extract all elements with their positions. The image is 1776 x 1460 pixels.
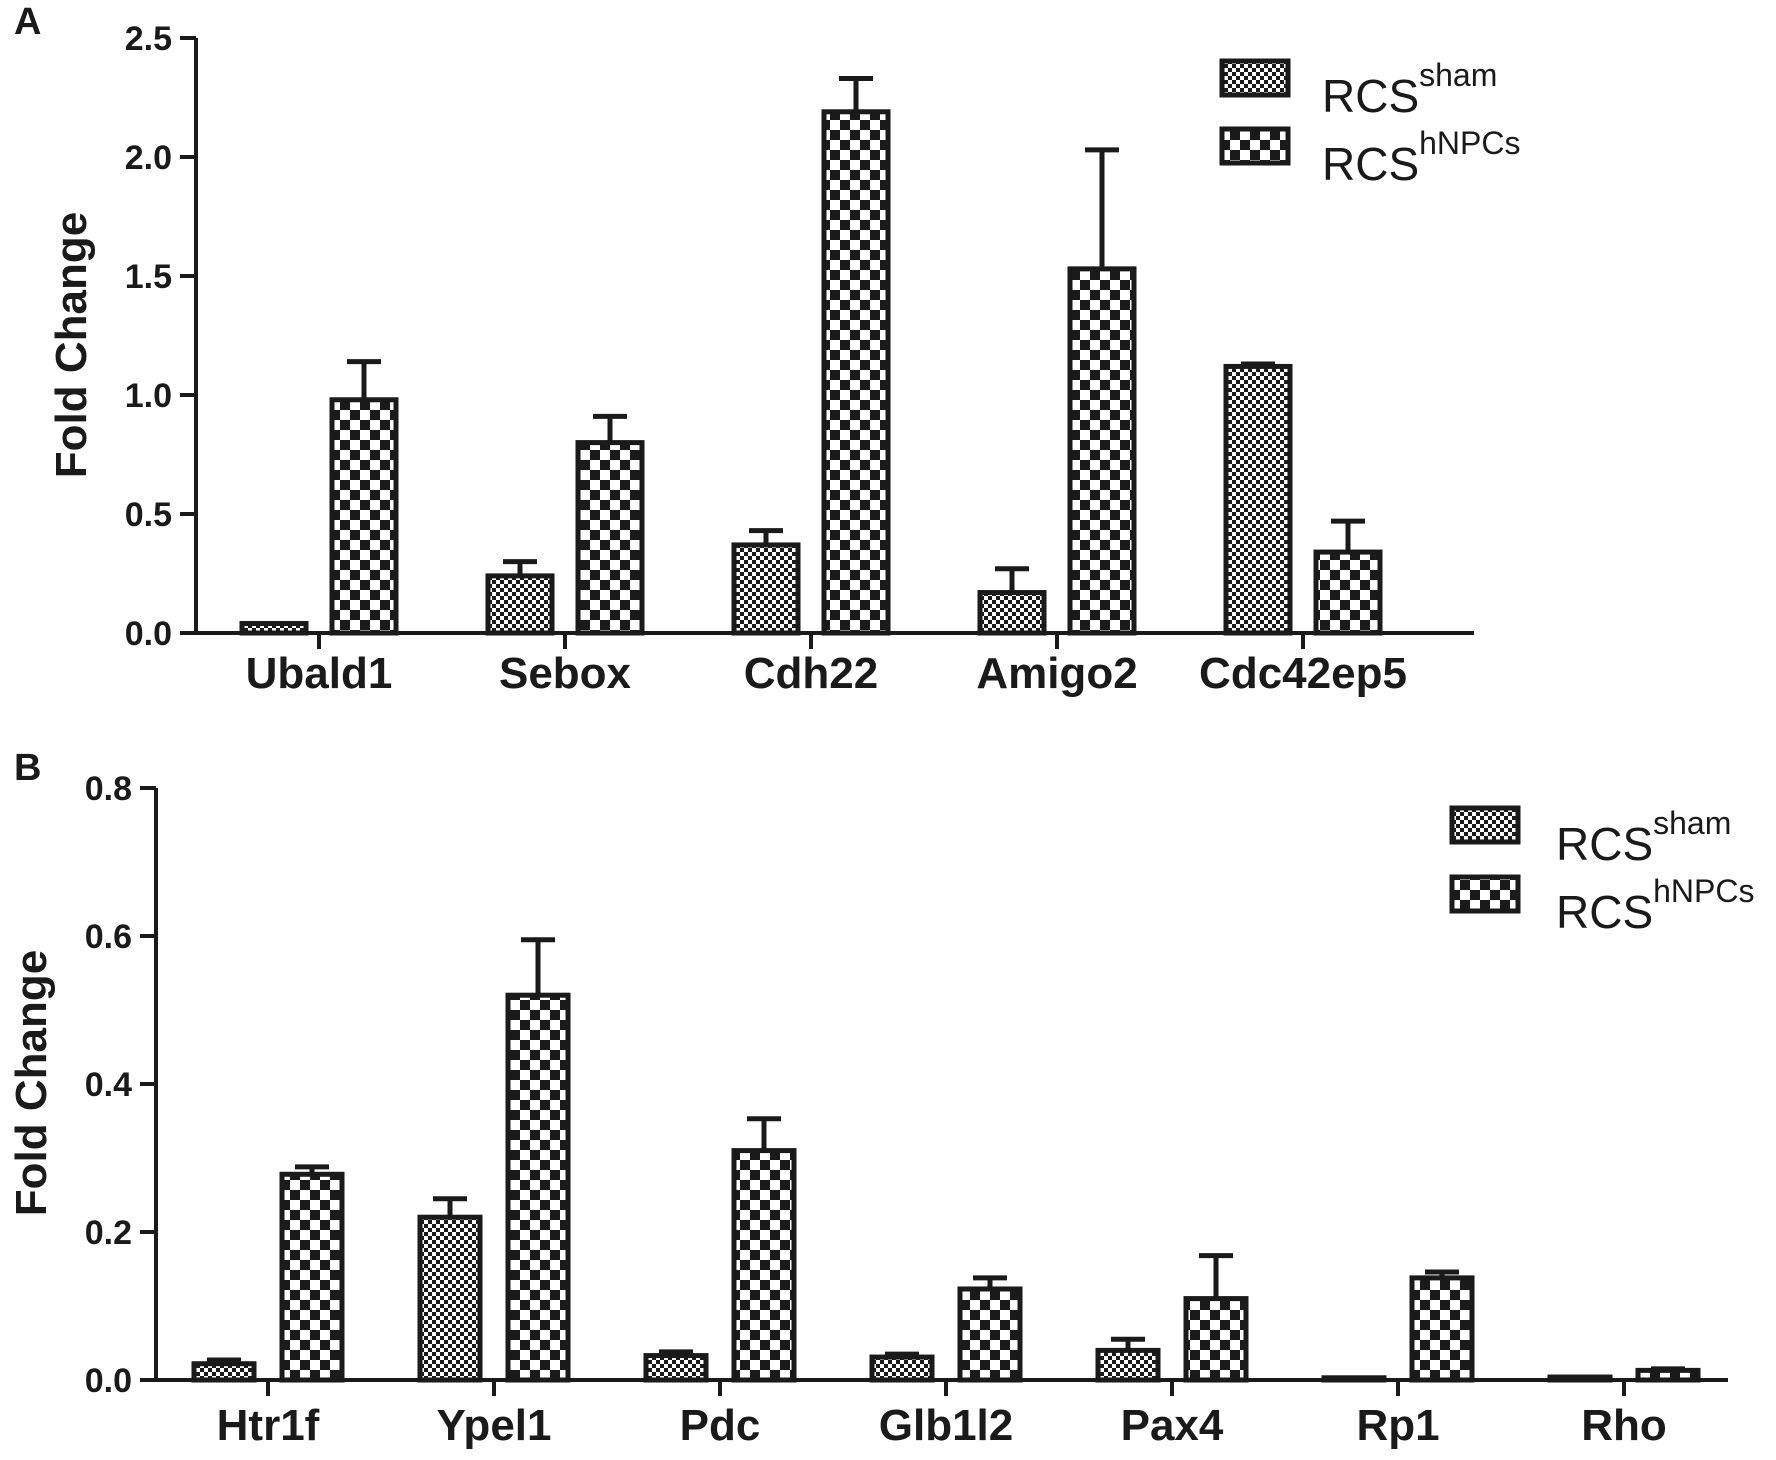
panel-letter: A: [14, 1, 41, 43]
bar-sham: [731, 542, 801, 636]
bar-sham: [977, 590, 1047, 636]
legend-swatch-hnpcs: [1219, 126, 1291, 166]
bar-hnpcs: [1313, 549, 1383, 636]
bar-sham: [1321, 1375, 1387, 1383]
axes: 0.0 0.5 1.0 1.5 2.0 2.5 Ubald1 Sebox Cdh22 Amigo2…: [125, 20, 1474, 698]
bar-sham: [1095, 1347, 1161, 1383]
y-tick-label: 0.8: [85, 770, 132, 808]
legend-swatch-sham: [1449, 805, 1521, 845]
x-tick-label: Rho: [1581, 1401, 1667, 1450]
bar-hnpcs: [329, 397, 399, 636]
x-tick-label: Pax4: [1121, 1401, 1224, 1450]
bar-hnpcs: [1409, 1275, 1475, 1383]
panel-letter: B: [14, 747, 41, 789]
bar-sham: [485, 573, 555, 636]
legend-item-sham: RCSsham: [1219, 57, 1497, 122]
y-tick-label: 0.2: [85, 1214, 132, 1252]
bars: [239, 75, 1383, 636]
bar-hnpcs: [957, 1286, 1023, 1383]
panel-a: A Fold Change RCSsham RCShNPCs 0.0 0.5 1.0…: [14, 1, 1520, 698]
legend-label-hnpcs: RCShNPCs: [1322, 125, 1520, 190]
y-tick-label: 2.0: [125, 139, 172, 177]
legend: RCSsham RCShNPCs: [1219, 57, 1520, 190]
x-tick-label: Rp1: [1356, 1401, 1439, 1450]
axes: 0.0 0.2 0.4 0.6 0.8 Htr1f Ypel1 Pdc Glb1l2 Pax4 Rp…: [85, 770, 1728, 1450]
y-tick-label: 0.0: [125, 615, 172, 653]
bar-sham: [1547, 1374, 1613, 1383]
legend-label-sham: RCSsham: [1322, 57, 1497, 122]
bar-hnpcs: [1183, 1296, 1249, 1383]
bar-hnpcs: [1635, 1367, 1701, 1383]
legend-label-sham: RCSsham: [1556, 805, 1731, 870]
y-tick-label: 1.0: [125, 377, 172, 415]
x-tick-label: Ubald1: [246, 649, 393, 698]
bar-sham: [1223, 363, 1293, 636]
bars: [191, 937, 1701, 1383]
panel-b: B Fold Change RCSsham RCShNPCs 0.0 0.2 0.4…: [7, 747, 1754, 1450]
bar-sham: [643, 1353, 709, 1383]
y-axis-title: Fold Change: [7, 950, 56, 1216]
legend-label-hnpcs: RCShNPCs: [1556, 873, 1754, 938]
legend-swatch-hnpcs: [1449, 874, 1521, 914]
legend: RCSsham RCShNPCs: [1449, 805, 1754, 938]
y-tick-label: 1.5: [125, 258, 172, 296]
bar-hnpcs: [821, 109, 891, 636]
bar-sham: [239, 620, 309, 636]
y-tick-label: 0.4: [85, 1066, 132, 1104]
bar-hnpcs: [1067, 266, 1137, 636]
y-tick-label: 0.6: [85, 918, 132, 956]
x-tick-label: Sebox: [499, 649, 632, 698]
legend-item-hnpcs: RCShNPCs: [1219, 125, 1520, 190]
x-tick-label: Glb1l2: [879, 1401, 1014, 1450]
x-tick-label: Htr1f: [217, 1401, 320, 1450]
legend-item-hnpcs: RCShNPCs: [1449, 873, 1754, 938]
x-tick-label: Cdh22: [744, 649, 878, 698]
x-tick-label: Ypel1: [437, 1401, 552, 1450]
y-tick-label: 0.5: [125, 496, 172, 534]
y-axis-title: Fold Change: [47, 212, 96, 478]
legend-item-sham: RCSsham: [1449, 805, 1731, 870]
bar-sham: [417, 1214, 483, 1383]
bar-hnpcs: [505, 992, 571, 1383]
bar-sham: [869, 1354, 935, 1383]
bar-hnpcs: [731, 1148, 797, 1383]
x-tick-label: Amigo2: [976, 649, 1137, 698]
bar-sham: [191, 1361, 257, 1383]
bar-hnpcs: [575, 440, 645, 636]
x-tick-label: Pdc: [680, 1401, 761, 1450]
y-tick-label: 0.0: [85, 1362, 132, 1400]
bar-hnpcs: [279, 1171, 345, 1383]
legend-swatch-sham: [1219, 58, 1291, 98]
y-tick-label: 2.5: [125, 20, 172, 58]
x-tick-label: Cdc42ep5: [1199, 649, 1407, 698]
